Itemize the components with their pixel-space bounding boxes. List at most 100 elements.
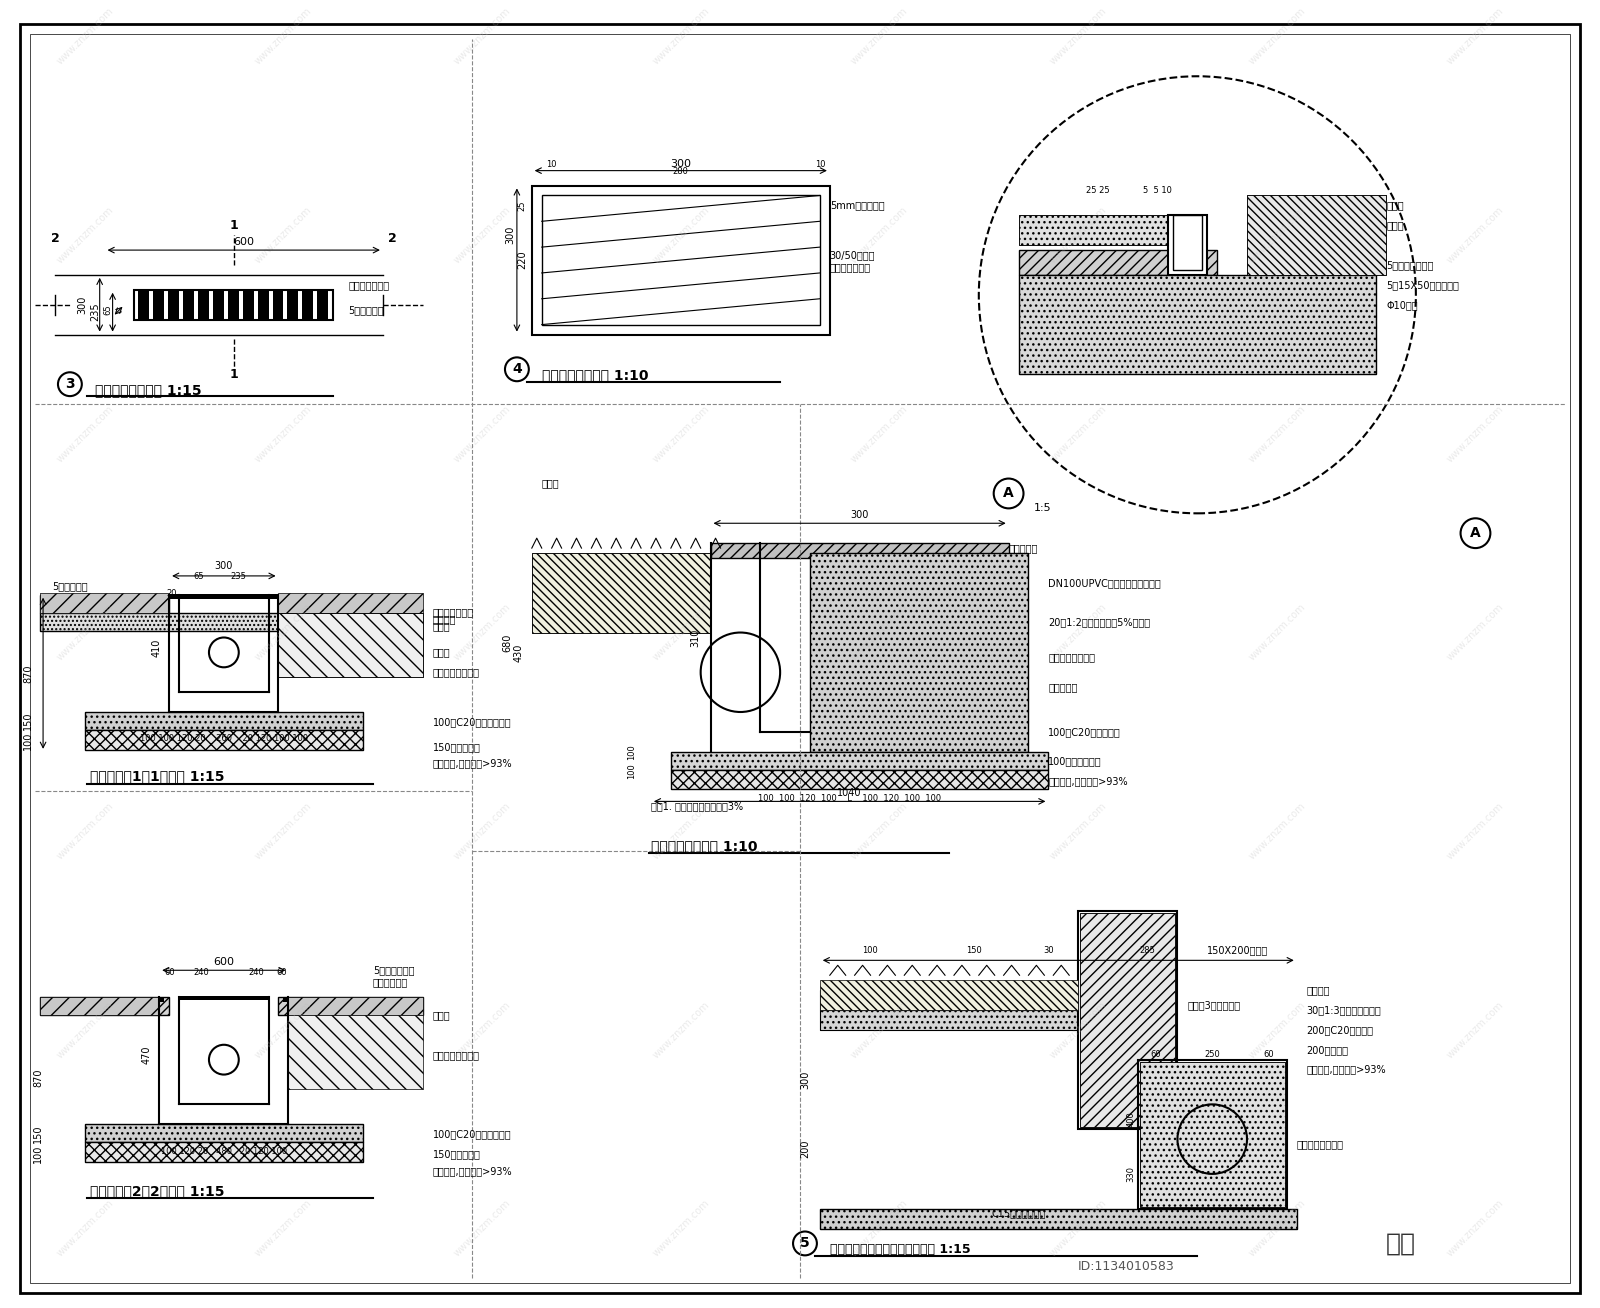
Bar — [85, 1125, 363, 1142]
Text: 150X200立通牙: 150X200立通牙 — [1208, 946, 1269, 955]
Text: 10: 10 — [814, 160, 826, 169]
Bar — [278, 997, 422, 1015]
Text: 3: 3 — [66, 377, 75, 391]
Text: 5: 5 — [800, 1236, 810, 1250]
Text: www.znzm.com: www.znzm.com — [451, 999, 512, 1061]
Text: 1: 1 — [229, 218, 238, 232]
Text: 400: 400 — [1126, 1112, 1136, 1127]
Text: www.znzm.com: www.znzm.com — [1048, 800, 1109, 862]
Text: DN100UPVC雨水管接雨水检查井: DN100UPVC雨水管接雨水检查井 — [1048, 578, 1162, 587]
Text: 60: 60 — [277, 968, 286, 977]
Text: C15素混凝土护脚: C15素混凝土护脚 — [992, 1209, 1046, 1219]
Text: 240: 240 — [248, 968, 264, 977]
Text: 与道牙相交线性排水沟作法详图 1:15: 与道牙相交线性排水沟作法详图 1:15 — [830, 1243, 971, 1256]
Text: www.znzm.com: www.znzm.com — [1445, 999, 1506, 1061]
Bar — [278, 593, 422, 612]
Text: 300: 300 — [851, 510, 869, 521]
Bar — [278, 997, 422, 1015]
Text: www.znzm.com: www.znzm.com — [253, 205, 314, 266]
Bar — [85, 730, 363, 749]
Bar — [160, 997, 165, 1002]
Bar — [40, 997, 160, 1015]
Text: 20: 20 — [166, 589, 176, 598]
Bar — [288, 997, 422, 1015]
Text: www.znzm.com: www.znzm.com — [54, 800, 115, 862]
Text: 150: 150 — [22, 712, 34, 730]
Bar — [819, 1010, 1078, 1029]
Text: 钢丝网: 钢丝网 — [1386, 220, 1403, 230]
Text: 1: 1 — [229, 368, 238, 381]
Text: 100厚配粒石垫层: 100厚配粒石垫层 — [1048, 756, 1102, 766]
Text: 材料同临近铺装: 材料同临近铺装 — [830, 262, 870, 272]
Text: 680: 680 — [502, 633, 512, 651]
Text: www.znzm.com: www.znzm.com — [1445, 404, 1506, 464]
Text: 240: 240 — [194, 968, 210, 977]
Text: 100厚C20素混凝土垫层: 100厚C20素混凝土垫层 — [432, 717, 510, 727]
Text: 60: 60 — [1264, 1050, 1274, 1059]
Text: 预制或定制排水槽: 预制或定制排水槽 — [1048, 653, 1096, 662]
Text: www.znzm.com: www.znzm.com — [54, 602, 115, 663]
Text: www.znzm.com: www.znzm.com — [253, 7, 314, 67]
Text: 素土夯实,夯实系数>93%: 素土夯实,夯实系数>93% — [1048, 777, 1128, 786]
Text: 20厚1:2水泥砂浆内渗5%防水粉: 20厚1:2水泥砂浆内渗5%防水粉 — [1048, 617, 1150, 628]
Text: 220: 220 — [517, 251, 526, 269]
Text: www.znzm.com: www.znzm.com — [1445, 1198, 1506, 1258]
Text: 235: 235 — [91, 302, 101, 320]
Bar — [288, 1015, 422, 1090]
Bar — [40, 612, 418, 630]
Text: www.znzm.com: www.znzm.com — [1445, 205, 1506, 266]
Bar — [810, 553, 1029, 752]
Bar — [85, 1125, 363, 1142]
Text: 100厚C20素混凝土垫层: 100厚C20素混凝土垫层 — [432, 1129, 510, 1139]
Text: 300: 300 — [78, 296, 88, 314]
Text: 250: 250 — [1205, 1050, 1221, 1059]
Text: www.znzm.com: www.znzm.com — [1048, 205, 1109, 266]
Text: 排水口: 排水口 — [1386, 200, 1403, 211]
Text: 330: 330 — [1126, 1165, 1136, 1182]
Text: www.znzm.com: www.znzm.com — [850, 999, 910, 1061]
Text: www.znzm.com: www.znzm.com — [253, 999, 314, 1061]
Text: www.znzm.com: www.znzm.com — [1445, 7, 1506, 67]
Bar — [819, 1209, 1296, 1228]
Bar — [1246, 195, 1386, 275]
Text: ID:1134010583: ID:1134010583 — [1078, 1260, 1174, 1273]
Text: 150厚碎石垫层: 150厚碎石垫层 — [432, 742, 480, 752]
Text: 60: 60 — [1150, 1050, 1162, 1059]
Bar — [40, 595, 170, 612]
Text: www.znzm.com: www.znzm.com — [1048, 602, 1109, 663]
Text: www.znzm.com: www.znzm.com — [1246, 1198, 1307, 1258]
Text: www.znzm.com: www.znzm.com — [1246, 999, 1307, 1061]
Text: 5厚不锈钢立板: 5厚不锈钢立板 — [373, 965, 414, 976]
Text: 235: 235 — [230, 572, 246, 581]
Bar — [243, 290, 254, 319]
Text: 1040: 1040 — [837, 789, 862, 798]
Bar — [1019, 216, 1168, 245]
Text: Φ10钢筋: Φ10钢筋 — [1386, 300, 1418, 310]
Text: 30/50厚石材: 30/50厚石材 — [830, 250, 875, 260]
Text: 排水管: 排水管 — [432, 1010, 450, 1020]
Bar — [1078, 910, 1178, 1129]
Text: 100: 100 — [34, 1144, 43, 1163]
Text: 300: 300 — [670, 158, 691, 169]
Bar — [1139, 1062, 1285, 1207]
Text: 5厚15X50不锈钢框架: 5厚15X50不锈钢框架 — [1386, 280, 1459, 290]
Text: www.znzm.com: www.znzm.com — [253, 404, 314, 464]
Text: 素土夯实,夯实系数>93%: 素土夯实,夯实系数>93% — [432, 759, 512, 769]
Bar — [278, 595, 418, 612]
Text: 30: 30 — [1043, 947, 1054, 955]
Text: www.znzm.com: www.znzm.com — [1246, 205, 1307, 266]
Bar — [819, 990, 1078, 1010]
Text: 排水管: 排水管 — [432, 647, 450, 658]
Text: 注：1. 排水管管底小排水坡3%: 注：1. 排水管管底小排水坡3% — [651, 802, 742, 811]
Text: www.znzm.com: www.znzm.com — [451, 7, 512, 67]
Bar — [1019, 275, 1376, 374]
Text: www.znzm.com: www.znzm.com — [651, 800, 710, 862]
Text: 线性排水沟2－2剖面图 1:15: 线性排水沟2－2剖面图 1:15 — [90, 1184, 224, 1198]
Text: 盖板网3线性排水沟: 盖板网3线性排水沟 — [1187, 1001, 1240, 1010]
Text: 2: 2 — [51, 232, 59, 245]
Bar — [819, 1010, 1078, 1029]
Bar — [40, 595, 170, 612]
Text: www.znzm.com: www.znzm.com — [1048, 404, 1109, 464]
Text: 430: 430 — [514, 644, 523, 662]
Bar — [283, 997, 288, 1002]
